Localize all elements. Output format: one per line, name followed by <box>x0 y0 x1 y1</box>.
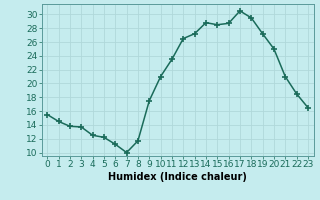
X-axis label: Humidex (Indice chaleur): Humidex (Indice chaleur) <box>108 172 247 182</box>
